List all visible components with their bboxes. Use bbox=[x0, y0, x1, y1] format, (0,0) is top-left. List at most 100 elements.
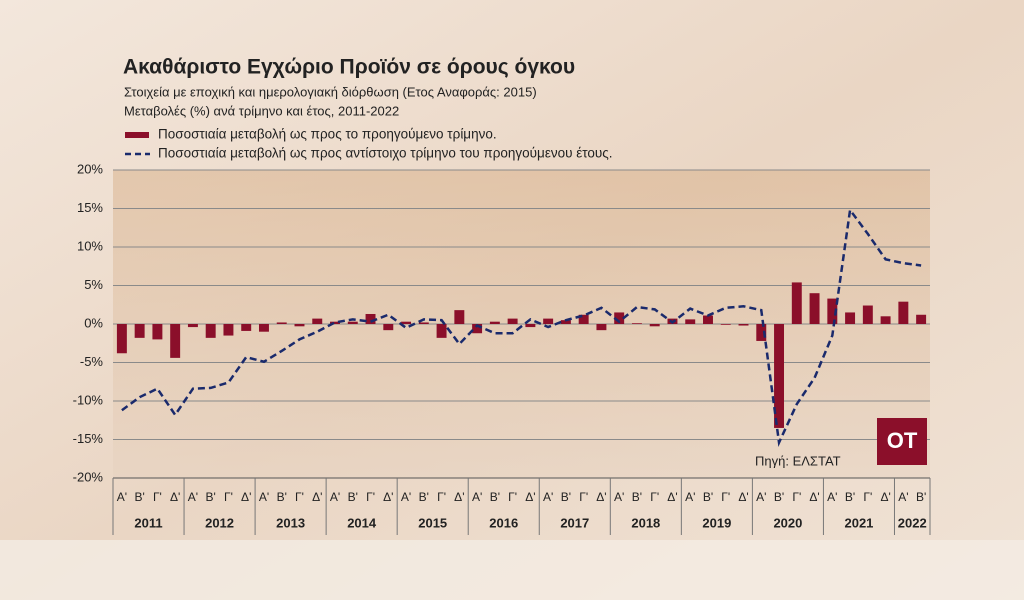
x-tick-label: Α' bbox=[756, 490, 766, 504]
year-label: 2020 bbox=[773, 515, 802, 530]
bar bbox=[543, 318, 554, 324]
bar bbox=[756, 324, 767, 341]
bar bbox=[134, 324, 145, 338]
x-tick-label: Β' bbox=[277, 490, 287, 504]
bar bbox=[365, 313, 376, 324]
y-tick-label: 15% bbox=[77, 200, 103, 215]
x-tick-label: Α' bbox=[614, 490, 624, 504]
x-tick-label: Γ' bbox=[437, 490, 446, 504]
year-label: 2016 bbox=[489, 515, 518, 530]
bar bbox=[916, 314, 927, 324]
logo: OT bbox=[887, 428, 918, 453]
x-tick-label: Β' bbox=[561, 490, 571, 504]
bar bbox=[347, 321, 358, 324]
y-tick-label: -15% bbox=[73, 431, 104, 446]
x-tick-label: Α' bbox=[898, 490, 908, 504]
x-tick-label: Α' bbox=[117, 490, 127, 504]
x-tick-label: Δ' bbox=[667, 490, 677, 504]
bar bbox=[205, 324, 216, 338]
year-label: 2017 bbox=[560, 515, 589, 530]
x-tick-label: Β' bbox=[632, 490, 642, 504]
x-tick-label: Δ' bbox=[241, 490, 251, 504]
year-label: 2014 bbox=[347, 515, 377, 530]
x-tick-label: Β' bbox=[845, 490, 855, 504]
bar bbox=[170, 324, 181, 358]
line bbox=[121, 206, 922, 448]
bar bbox=[809, 293, 820, 324]
x-tick-label: Β' bbox=[703, 490, 713, 504]
x-tick-label: Α' bbox=[401, 490, 411, 504]
x-tick-label: Α' bbox=[472, 490, 482, 504]
bar bbox=[507, 318, 518, 324]
x-tick-label: Β' bbox=[206, 490, 216, 504]
bar bbox=[383, 324, 394, 331]
logo-box bbox=[877, 418, 927, 465]
bar bbox=[560, 320, 571, 324]
x-tick-label: Γ' bbox=[650, 490, 659, 504]
bar bbox=[223, 324, 234, 336]
bar bbox=[187, 324, 198, 328]
bar bbox=[418, 322, 429, 324]
bar bbox=[738, 324, 749, 326]
x-tick-label: Δ' bbox=[596, 490, 606, 504]
bar bbox=[258, 324, 269, 332]
bar bbox=[152, 324, 163, 340]
bar bbox=[294, 324, 305, 327]
x-tick-label: Β' bbox=[916, 490, 926, 504]
x-tick-label: Α' bbox=[259, 490, 269, 504]
x-tick-label: Γ' bbox=[863, 490, 872, 504]
subtitle: Μεταβολές (%) ανά τρίμηνο και έτος, 2011… bbox=[124, 103, 399, 118]
x-tick-label: Γ' bbox=[508, 490, 517, 504]
x-tick-label: Β' bbox=[774, 490, 784, 504]
year-label: 2022 bbox=[898, 515, 927, 530]
x-tick-label: Γ' bbox=[366, 490, 375, 504]
x-tick-label: Δ' bbox=[525, 490, 535, 504]
bar bbox=[401, 321, 412, 324]
bar bbox=[578, 314, 589, 324]
bar bbox=[276, 322, 287, 324]
x-tick-label: Α' bbox=[543, 490, 553, 504]
x-tick-label: Γ' bbox=[153, 490, 162, 504]
year-label: 2013 bbox=[276, 515, 305, 530]
x-tick-label: Δ' bbox=[312, 490, 322, 504]
legend-label: Ποσοστιαία μεταβολή ως προς το προηγούμε… bbox=[158, 127, 497, 142]
bar bbox=[685, 319, 696, 324]
y-tick-label: 10% bbox=[77, 238, 103, 253]
x-tick-label: Β' bbox=[419, 490, 429, 504]
x-tick-label: Δ' bbox=[809, 490, 819, 504]
legend-swatch bbox=[125, 132, 149, 138]
x-tick-label: Β' bbox=[490, 490, 500, 504]
bar bbox=[880, 316, 891, 324]
year-label: 2012 bbox=[205, 515, 234, 530]
bar bbox=[649, 324, 660, 327]
year-label: 2019 bbox=[702, 515, 731, 530]
x-tick-label: Α' bbox=[685, 490, 695, 504]
y-tick-label: -5% bbox=[80, 354, 104, 369]
y-tick-label: 5% bbox=[84, 277, 103, 292]
x-tick-label: Α' bbox=[330, 490, 340, 504]
x-tick-label: Δ' bbox=[738, 490, 748, 504]
bar bbox=[845, 312, 856, 324]
bar bbox=[312, 318, 323, 324]
y-tick-label: -20% bbox=[73, 469, 104, 484]
bar bbox=[720, 324, 731, 325]
bar bbox=[116, 324, 127, 354]
year-label: 2021 bbox=[844, 515, 873, 530]
x-tick-label: Β' bbox=[134, 490, 144, 504]
bar bbox=[454, 310, 465, 324]
bar bbox=[703, 315, 713, 324]
x-tick-label: Β' bbox=[348, 490, 358, 504]
legend-label: Ποσοστιαία μεταβολή ως προς αντίστοιχο τ… bbox=[158, 146, 613, 161]
bar bbox=[241, 324, 252, 331]
bar bbox=[472, 324, 483, 334]
bar bbox=[596, 324, 607, 331]
bar bbox=[631, 323, 642, 324]
x-tick-label: Δ' bbox=[383, 490, 393, 504]
bar bbox=[774, 324, 785, 428]
chart-title: Ακαθάριστο Εγχώριο Προϊόν σε όρους όγκου bbox=[123, 56, 575, 79]
x-tick-label: Γ' bbox=[579, 490, 588, 504]
x-tick-label: Δ' bbox=[880, 490, 890, 504]
x-tick-label: Γ' bbox=[295, 490, 304, 504]
y-tick-label: -10% bbox=[73, 392, 104, 407]
